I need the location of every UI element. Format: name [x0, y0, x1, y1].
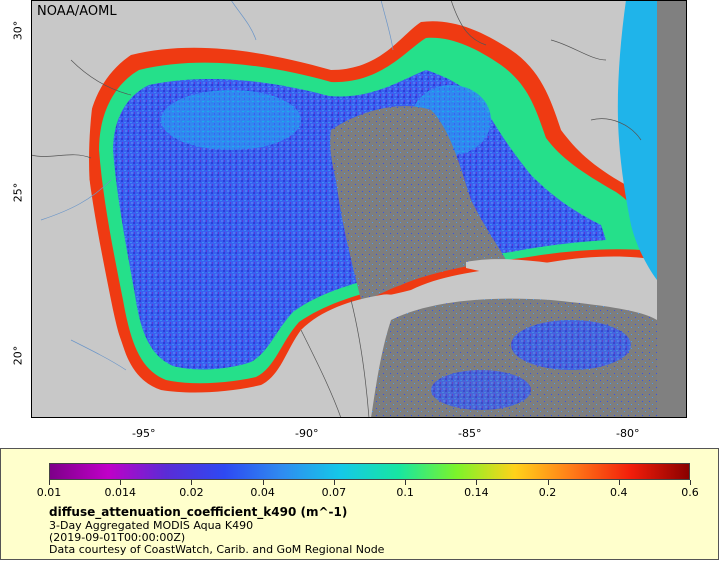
- data-courtesy: Data courtesy of CoastWatch, Carib. and …: [49, 543, 385, 556]
- no-data-region: [657, 0, 687, 418]
- colorbar-tick-label: 0.2: [538, 486, 557, 499]
- colorbar-tick-label: 0.07: [321, 486, 347, 499]
- x-tick-label: -80°: [616, 427, 640, 440]
- campeche-land: [151, 380, 279, 418]
- colorbar-tick: [333, 480, 335, 485]
- colorbar-tick: [618, 480, 620, 485]
- colorbar-tick-label: 0.4: [610, 486, 628, 499]
- mexico-land: [31, 55, 151, 418]
- colorbar-tick-label: 0.6: [681, 486, 699, 499]
- x-tick-label: -90°: [295, 427, 319, 440]
- x-tick-label: -95°: [132, 427, 156, 440]
- caribbean-patch: [431, 370, 531, 410]
- colorbar-tick: [547, 480, 549, 485]
- florida-east-data: [617, 0, 657, 280]
- colorbar-tick: [191, 480, 193, 485]
- y-tick-label: 25°: [11, 182, 25, 203]
- north-coast-land: [31, 0, 536, 60]
- dataset-time: (2019-09-01T00:00:00Z): [49, 531, 186, 544]
- colorbar-tick: [49, 480, 50, 485]
- colorbar-tick-label: 0.1: [396, 486, 414, 499]
- yucatan-land: [271, 294, 410, 418]
- cyan-patch: [161, 90, 301, 150]
- rivers: [40, 0, 394, 371]
- dataset-description: 3-Day Aggregated MODIS Aqua K490: [49, 519, 254, 532]
- caribbean-patch: [511, 320, 631, 370]
- colorbar-tick-label: 0.04: [250, 486, 275, 499]
- colorbar-tick: [120, 480, 122, 485]
- florida-land: [536, 0, 646, 200]
- colorbar-tick: [262, 480, 264, 485]
- data-credit: NOAA/AOML: [37, 4, 117, 19]
- x-tick-label: -85°: [458, 427, 482, 440]
- colorbar-tick: [476, 480, 478, 485]
- colorbar-tick-label: 0.014: [104, 486, 136, 499]
- y-tick-label: 30°: [11, 20, 25, 41]
- political-borders: [31, 0, 642, 418]
- colorbar: [49, 463, 690, 480]
- colorbar-tick-label: 0.02: [179, 486, 204, 499]
- map-panel[interactable]: NOAA/AOML: [31, 0, 687, 418]
- no-data-center: [330, 106, 506, 300]
- legend-panel: diffuse_attenuation_coefficient_k490 (m^…: [0, 448, 719, 560]
- colorbar-tick-label: 0.01: [36, 486, 62, 499]
- y-tick-label: 20°: [11, 345, 25, 366]
- ocean-map: [31, 0, 687, 418]
- colorbar-tick: [690, 480, 691, 485]
- colorbar-tick: [405, 480, 407, 485]
- cuba-land: [466, 259, 651, 300]
- variable-title: diffuse_attenuation_coefficient_k490 (m^…: [49, 505, 348, 519]
- colorbar-tick-label: 0.14: [464, 486, 489, 499]
